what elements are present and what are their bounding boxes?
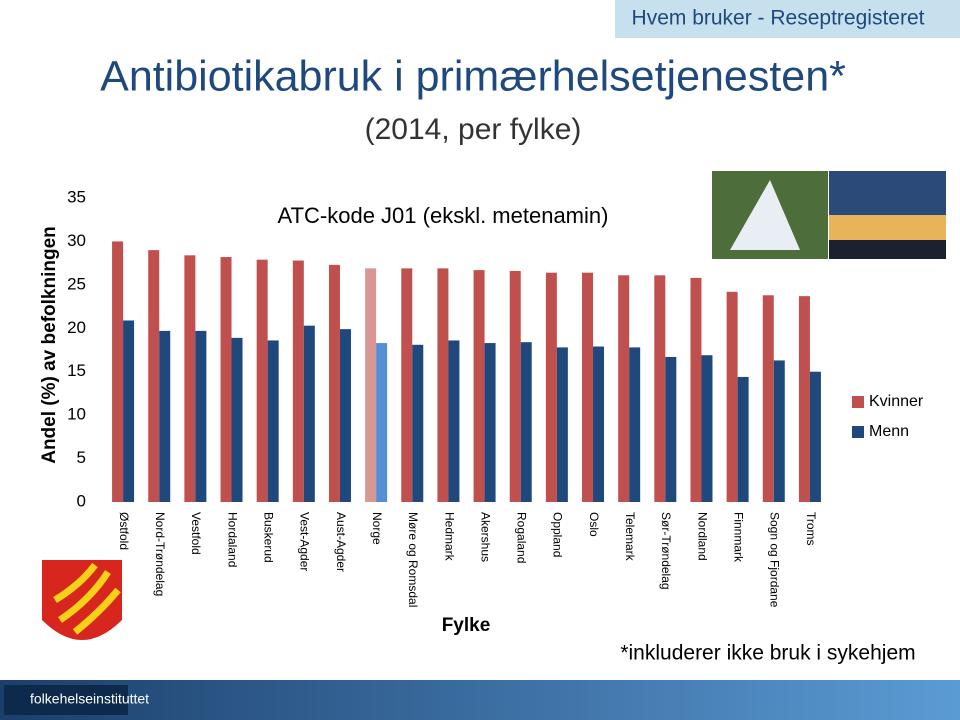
bar	[437, 268, 449, 502]
bar	[220, 257, 232, 502]
banner	[615, 0, 960, 38]
footer-logo	[4, 685, 128, 715]
x-tick-label: Hordaland	[225, 512, 239, 567]
x-tick-label: Rogaland	[515, 512, 529, 563]
bar	[726, 291, 738, 502]
bar	[365, 268, 377, 502]
y-axis-label: Andel (%) av befolkningen	[39, 226, 60, 464]
footer-bar	[0, 680, 960, 720]
y-tick-label: 25	[67, 274, 86, 293]
bar	[401, 268, 413, 502]
x-tick-label: Hedmark	[442, 512, 456, 562]
banner-text: Hvem bruker - Reseptregisteret	[632, 7, 925, 30]
bar	[773, 360, 785, 502]
x-tick-label: Vestfold	[189, 512, 203, 555]
bar	[112, 241, 124, 502]
bar	[618, 275, 630, 502]
bar	[148, 250, 160, 502]
bar	[509, 270, 521, 502]
photo-detail	[829, 240, 946, 259]
bar	[448, 340, 460, 502]
chart-subtitle: (2014, per fylke)	[365, 113, 582, 146]
x-tick-label: Vest-Agder	[298, 512, 312, 571]
y-tick-label: 15	[67, 361, 86, 380]
bar	[267, 340, 279, 502]
x-tick-label: Oslo	[587, 512, 601, 537]
x-tick-label: Troms	[804, 512, 818, 546]
x-tick-label: Akershus	[478, 512, 492, 562]
y-tick-label: 0	[77, 491, 86, 510]
photo-detail	[829, 215, 946, 240]
chart-title: Antibiotikabruk i primærhelsetjenesten*	[100, 52, 846, 100]
x-axis-label: Fylke	[442, 615, 491, 636]
bar	[654, 275, 666, 502]
bar	[328, 264, 340, 502]
x-tick-label: Telemark	[623, 512, 637, 562]
bar	[556, 347, 568, 502]
bar	[256, 259, 268, 502]
bar	[809, 371, 821, 502]
bar	[473, 270, 485, 502]
x-tick-label: Østfold	[117, 512, 131, 550]
legend-swatch	[852, 396, 864, 408]
bar	[593, 346, 605, 502]
bar	[123, 320, 135, 502]
x-tick-label: Buskerud	[262, 512, 276, 563]
bar	[412, 344, 424, 502]
x-tick-label: Sør-Trøndelag	[659, 512, 673, 590]
legend-label: Kvinner	[869, 393, 924, 410]
photo-detail	[730, 180, 800, 250]
y-tick-label: 20	[67, 318, 86, 337]
bar	[376, 343, 388, 502]
bar	[231, 337, 243, 502]
bar	[582, 272, 594, 502]
bar	[737, 376, 749, 502]
coat-of-arms-detail	[53, 562, 121, 635]
footer-logo-text: folkehelseinstituttet	[30, 691, 149, 707]
bar	[339, 329, 351, 502]
x-tick-label: Nordland	[695, 512, 709, 561]
bar	[195, 330, 207, 502]
bar	[665, 356, 677, 502]
x-tick-label: Oppland	[551, 512, 565, 557]
footnote: *inkluderer ikke bruk i sykehjem	[620, 642, 915, 665]
y-tick-label: 10	[67, 405, 86, 424]
legend-label: Menn	[869, 423, 909, 440]
bar	[690, 277, 702, 502]
x-tick-label: Møre og Romsdal	[406, 512, 420, 607]
bar	[762, 295, 774, 502]
y-tick-label: 35	[67, 187, 86, 206]
bar	[629, 347, 641, 502]
y-tick-label: 5	[77, 448, 86, 467]
bar	[798, 296, 810, 502]
x-tick-label: Norge	[370, 512, 384, 545]
bar	[303, 325, 315, 502]
bar	[484, 343, 496, 502]
bar	[520, 342, 532, 502]
annotation: ATC-kode J01 (ekskl. metenamin)	[278, 203, 609, 228]
bar	[545, 272, 557, 502]
bar	[292, 260, 304, 502]
y-tick-label: 30	[67, 231, 86, 250]
x-tick-label: Sogn og Fjordane	[768, 512, 782, 608]
x-tick-label: Aust-Agder	[334, 512, 348, 572]
bar	[701, 355, 713, 502]
bar	[159, 330, 171, 502]
bar	[184, 255, 196, 502]
legend-swatch	[852, 426, 864, 438]
x-tick-label: Finnmark	[731, 512, 745, 563]
x-tick-label: Nord-Trøndelag	[153, 512, 167, 596]
